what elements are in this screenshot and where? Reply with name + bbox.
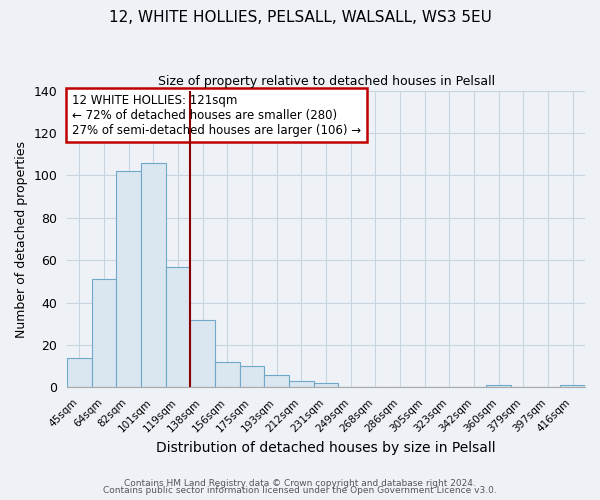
Bar: [289, 381, 314, 388]
Bar: [67, 358, 92, 388]
Bar: [240, 366, 265, 388]
Bar: [265, 375, 289, 388]
Bar: [215, 362, 240, 388]
Bar: [92, 280, 116, 388]
Bar: [487, 386, 511, 388]
Bar: [166, 266, 190, 388]
Bar: [116, 171, 141, 388]
Text: Contains public sector information licensed under the Open Government Licence v3: Contains public sector information licen…: [103, 486, 497, 495]
Title: Size of property relative to detached houses in Pelsall: Size of property relative to detached ho…: [158, 75, 494, 88]
Text: 12, WHITE HOLLIES, PELSALL, WALSALL, WS3 5EU: 12, WHITE HOLLIES, PELSALL, WALSALL, WS3…: [109, 10, 491, 25]
Text: 12 WHITE HOLLIES: 121sqm
← 72% of detached houses are smaller (280)
27% of semi-: 12 WHITE HOLLIES: 121sqm ← 72% of detach…: [73, 94, 361, 136]
Bar: [141, 162, 166, 388]
Bar: [314, 383, 338, 388]
Y-axis label: Number of detached properties: Number of detached properties: [15, 140, 28, 338]
Bar: [190, 320, 215, 388]
Text: Contains HM Land Registry data © Crown copyright and database right 2024.: Contains HM Land Registry data © Crown c…: [124, 478, 476, 488]
X-axis label: Distribution of detached houses by size in Pelsall: Distribution of detached houses by size …: [156, 441, 496, 455]
Bar: [560, 386, 585, 388]
